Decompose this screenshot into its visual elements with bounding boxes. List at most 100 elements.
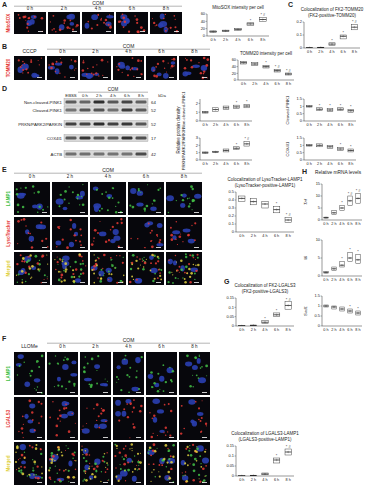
- x-axis: [322, 276, 362, 277]
- signal: [181, 405, 183, 407]
- signal: [16, 263, 18, 265]
- chart-subtitle: (FK2-positive-LGALS3): [242, 289, 289, 294]
- signal: [157, 256, 159, 258]
- tick: [303, 160, 305, 161]
- chart-title: Colocalization of LGALS3-LAMP1: [231, 431, 299, 436]
- scale-bar: [106, 31, 111, 32]
- nucleus: [25, 229, 29, 234]
- tick-label: 0.05: [226, 463, 234, 468]
- signal: [122, 262, 124, 264]
- signal: [74, 451, 76, 453]
- signal: [74, 60, 76, 62]
- signal: [138, 460, 139, 461]
- box: [327, 145, 333, 148]
- signal: [93, 282, 95, 284]
- signal: [57, 472, 58, 473]
- signal: [17, 220, 20, 223]
- signal: [58, 271, 60, 273]
- median: [262, 322, 268, 323]
- signal: [81, 446, 82, 447]
- nucleus: [159, 430, 165, 433]
- tick-label: 2 h: [318, 50, 323, 54]
- signal: [122, 72, 123, 73]
- tick-label: 1.5: [315, 293, 320, 298]
- signal: [195, 401, 196, 402]
- signal: [120, 389, 122, 391]
- nucleus: [18, 354, 24, 359]
- tick-label: 4 h: [339, 328, 344, 332]
- tick: [321, 258, 323, 259]
- box: [273, 313, 279, 317]
- nucleus: [192, 365, 198, 370]
- lane-label: 0 h: [82, 93, 89, 98]
- signal: [129, 367, 131, 369]
- signal: [172, 444, 175, 447]
- signal: [189, 254, 191, 256]
- nucleus: [181, 460, 186, 465]
- signal: [180, 194, 182, 196]
- signal: [110, 229, 112, 231]
- nucleus: [127, 458, 132, 463]
- median: [324, 306, 328, 307]
- signal: [130, 268, 132, 270]
- signal: [140, 60, 142, 62]
- nucleus: [31, 73, 37, 78]
- signal: [168, 403, 170, 405]
- signal: [123, 275, 125, 277]
- signal: [176, 270, 177, 271]
- tick: [303, 145, 305, 146]
- signal: [176, 221, 178, 223]
- tick-label: 8 h: [286, 234, 291, 238]
- signal: [140, 26, 143, 29]
- band: [136, 137, 147, 140]
- median: [273, 460, 279, 461]
- tick-label: 6 h: [341, 50, 346, 54]
- y-axis: [236, 298, 237, 326]
- signal: [114, 444, 116, 446]
- signal: [47, 263, 48, 264]
- nucleus: [147, 450, 154, 456]
- signal: [151, 230, 153, 232]
- signal: [28, 17, 30, 19]
- tick-label: 10: [316, 193, 321, 198]
- nucleus: [65, 402, 69, 406]
- condition-label: COM: [102, 167, 114, 173]
- signal: [136, 68, 138, 70]
- signal: [166, 466, 168, 468]
- tick-label: 4 h: [262, 234, 267, 238]
- signal: [18, 431, 19, 432]
- signal: [61, 451, 63, 453]
- signal: [36, 466, 38, 468]
- signal: [87, 21, 89, 23]
- time-label: 2 h: [92, 49, 99, 54]
- signal: [175, 238, 177, 240]
- tick-label: 2 h: [252, 82, 257, 86]
- median: [348, 150, 354, 151]
- tick-label: 0: [318, 273, 321, 278]
- nucleus: [29, 473, 35, 479]
- signal: [59, 226, 60, 227]
- chart: Colocalization of LGALS3-LAMP1(LGALS3-po…: [226, 431, 299, 482]
- signal: [97, 277, 98, 278]
- signal: [205, 64, 208, 67]
- micrograph: [146, 442, 177, 485]
- signal: [50, 461, 53, 464]
- signal: [89, 463, 90, 464]
- signal: [105, 23, 106, 24]
- median: [356, 198, 360, 199]
- band-label: Non-cleaved-PINK1: [24, 100, 63, 105]
- tick: [206, 21, 208, 22]
- nucleus: [197, 412, 203, 416]
- signal: [119, 464, 120, 465]
- x-axis: [207, 36, 269, 37]
- tick-label: 0 h: [241, 82, 246, 86]
- tick-label: 1.5: [297, 135, 302, 140]
- signal: [168, 260, 170, 262]
- signal: [150, 454, 152, 456]
- nucleus: [27, 419, 33, 423]
- signal: [101, 269, 103, 271]
- tick-label: 1: [196, 150, 198, 155]
- signal: [95, 259, 97, 261]
- median: [332, 212, 336, 213]
- signal: [205, 465, 207, 467]
